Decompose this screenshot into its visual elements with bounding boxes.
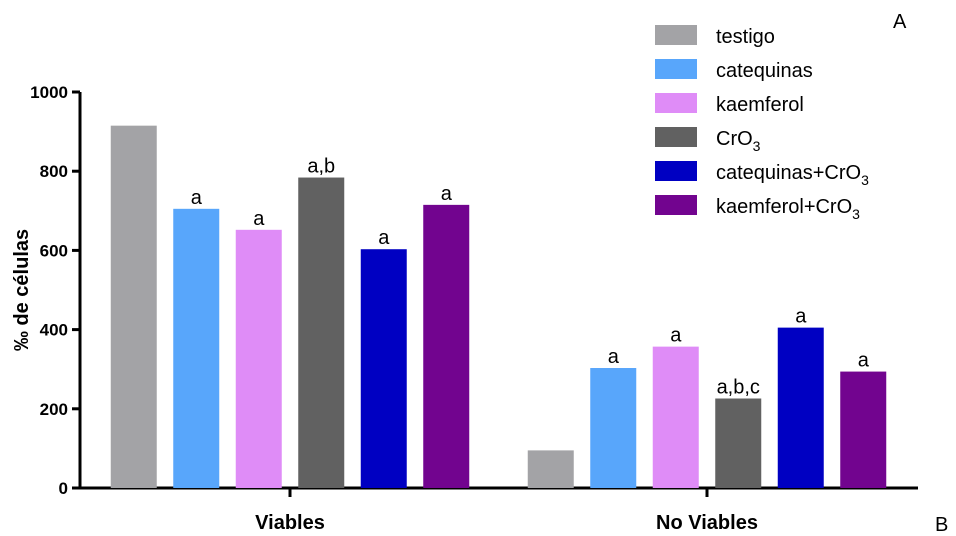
- y-tick-label: 600: [40, 241, 68, 260]
- legend: testigo catequinas kaemferol CrO3 catequinas…: [655, 25, 869, 222]
- bar: [840, 371, 887, 488]
- legend-entry: kaemferol+CrO3: [716, 196, 860, 222]
- bar: [715, 398, 762, 488]
- legend-entry: testigo: [716, 26, 775, 48]
- data-label: a: [608, 346, 620, 368]
- data-label: a: [378, 227, 390, 249]
- data-label: a: [191, 187, 203, 209]
- y-tick-label: 800: [40, 162, 68, 181]
- data-label: a: [253, 208, 265, 230]
- y-tick-label: 0: [59, 479, 68, 498]
- bar: [652, 346, 699, 488]
- data-label: a,b,c: [717, 377, 760, 399]
- legend-swatch: [655, 161, 697, 181]
- bar: [423, 204, 470, 489]
- legend-entry: kaemferol: [716, 94, 804, 116]
- bar: [590, 368, 637, 488]
- data-label: a: [670, 325, 682, 347]
- bar: [235, 229, 282, 489]
- bar: [527, 450, 574, 488]
- y-tick-label: 400: [40, 321, 68, 340]
- legend-entry: CrO3: [716, 128, 761, 154]
- bar: [173, 208, 220, 488]
- y-axis-title: ‰ de células: [11, 229, 33, 351]
- bars: a a a,b a a a a a,b,c a a: [110, 125, 887, 489]
- y-tick-label: 200: [40, 400, 68, 419]
- legend-swatch: [655, 127, 697, 147]
- bar: [298, 177, 345, 488]
- bar: [777, 327, 824, 488]
- legend-swatch: [655, 25, 697, 45]
- bar: [360, 249, 407, 488]
- y-tick-label: 1000: [30, 83, 68, 102]
- category-label: No Viables: [656, 512, 758, 534]
- category-label: Viables: [255, 512, 325, 534]
- legend-swatch: [655, 195, 697, 215]
- data-label: a: [858, 350, 870, 372]
- legend-entry: catequinas: [716, 60, 813, 82]
- panel-label-b: B: [935, 514, 948, 536]
- legend-swatch: [655, 59, 697, 79]
- data-label: a: [795, 306, 807, 328]
- bar: [110, 125, 157, 488]
- panel-label-a: A: [893, 11, 907, 33]
- data-label: a: [441, 183, 453, 205]
- data-label: a,b: [307, 156, 335, 178]
- legend-entry: catequinas+CrO3: [716, 162, 869, 188]
- legend-swatch: [655, 93, 697, 113]
